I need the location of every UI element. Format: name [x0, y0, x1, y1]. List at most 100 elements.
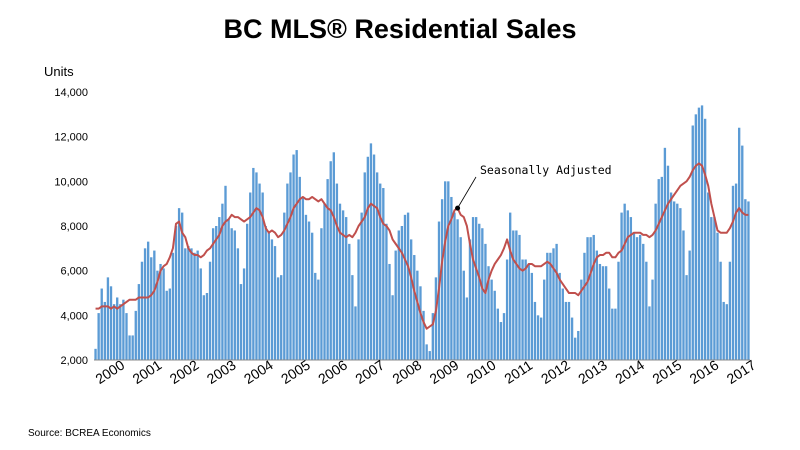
bar	[400, 226, 404, 360]
bar	[422, 310, 425, 360]
bar	[515, 230, 518, 360]
bar	[122, 299, 125, 360]
bar	[734, 183, 738, 360]
y-tick-label: 6,000	[60, 266, 88, 278]
bar	[586, 237, 589, 360]
bar	[230, 228, 233, 360]
bar	[382, 188, 385, 360]
annotation-label: Seasonally Adjusted	[480, 163, 612, 177]
bar	[577, 330, 580, 360]
line-layer	[95, 162, 749, 330]
bar	[533, 301, 537, 360]
bar	[617, 261, 620, 360]
x-tick-label: 2007	[352, 357, 387, 387]
bar	[558, 272, 561, 360]
bar	[474, 217, 478, 360]
bar	[270, 239, 274, 360]
x-tick-label: 2000	[92, 357, 127, 387]
bar	[604, 266, 608, 360]
bar	[131, 335, 134, 360]
bar	[567, 301, 571, 360]
x-tick-label: 2016	[687, 357, 722, 387]
bar	[570, 317, 574, 360]
bar	[645, 261, 648, 360]
x-tick-label: 2011	[501, 357, 535, 387]
bar	[682, 230, 685, 360]
bar	[626, 210, 629, 360]
bar	[326, 179, 329, 360]
bar	[304, 214, 308, 360]
bar	[335, 183, 339, 360]
bar	[366, 156, 370, 360]
seasonally-adjusted-line	[95, 162, 749, 330]
bar	[471, 217, 475, 360]
bar	[635, 237, 639, 360]
bar	[707, 192, 710, 360]
x-tick-label: 2013	[575, 357, 610, 387]
source-note: Source: BCREA Economics	[28, 428, 151, 439]
bar	[208, 261, 212, 360]
y-tick-label: 10,000	[54, 176, 88, 188]
x-tick-label: 2017	[724, 357, 759, 387]
x-tick-label: 2003	[204, 357, 239, 387]
bar	[620, 212, 623, 360]
bar	[413, 255, 416, 360]
bar	[264, 226, 267, 360]
bar	[354, 306, 357, 360]
bar	[379, 183, 382, 360]
bar	[323, 203, 326, 360]
bar	[375, 172, 379, 360]
bar	[676, 203, 679, 360]
bar	[273, 246, 277, 360]
bar	[666, 165, 670, 360]
annotation-marker	[455, 205, 461, 211]
bar	[174, 226, 178, 360]
bar	[595, 250, 598, 360]
bar	[487, 266, 490, 360]
bar	[493, 290, 496, 360]
bar	[431, 313, 434, 360]
bar	[276, 277, 280, 360]
bar	[685, 275, 688, 360]
bar	[215, 226, 218, 360]
bar	[741, 145, 744, 360]
y-tick-label: 4,000	[60, 310, 88, 322]
bar	[289, 172, 292, 360]
bar	[552, 248, 555, 360]
bar	[549, 252, 552, 360]
bar	[509, 212, 512, 360]
bar	[360, 212, 363, 360]
x-tick-label: 2010	[464, 357, 499, 387]
bar	[660, 176, 663, 360]
annotation-layer: Seasonally Adjusted	[455, 163, 612, 211]
bar	[564, 301, 568, 360]
y-tick-label: 14,000	[54, 87, 88, 99]
bar	[688, 250, 691, 360]
bar	[320, 228, 323, 360]
bar	[737, 127, 741, 360]
y-tick-label: 8,000	[60, 221, 88, 233]
annotation-leader	[457, 176, 477, 209]
bar	[691, 125, 694, 360]
bar	[543, 279, 546, 360]
bar	[242, 268, 246, 360]
bar	[363, 172, 366, 360]
x-tick-label: 2008	[389, 357, 424, 387]
bar	[697, 107, 701, 360]
bar	[184, 248, 187, 360]
bar	[255, 172, 258, 360]
bar	[329, 161, 332, 360]
bar	[280, 275, 283, 360]
bar	[369, 143, 373, 360]
bar	[703, 118, 707, 360]
bar	[728, 261, 732, 360]
bar	[425, 344, 428, 360]
bar	[419, 286, 422, 360]
bar	[317, 279, 320, 360]
bar	[499, 322, 503, 360]
bar	[100, 288, 103, 360]
bar	[731, 185, 735, 360]
bar	[165, 290, 168, 360]
bar	[719, 261, 722, 360]
bar	[227, 219, 230, 360]
